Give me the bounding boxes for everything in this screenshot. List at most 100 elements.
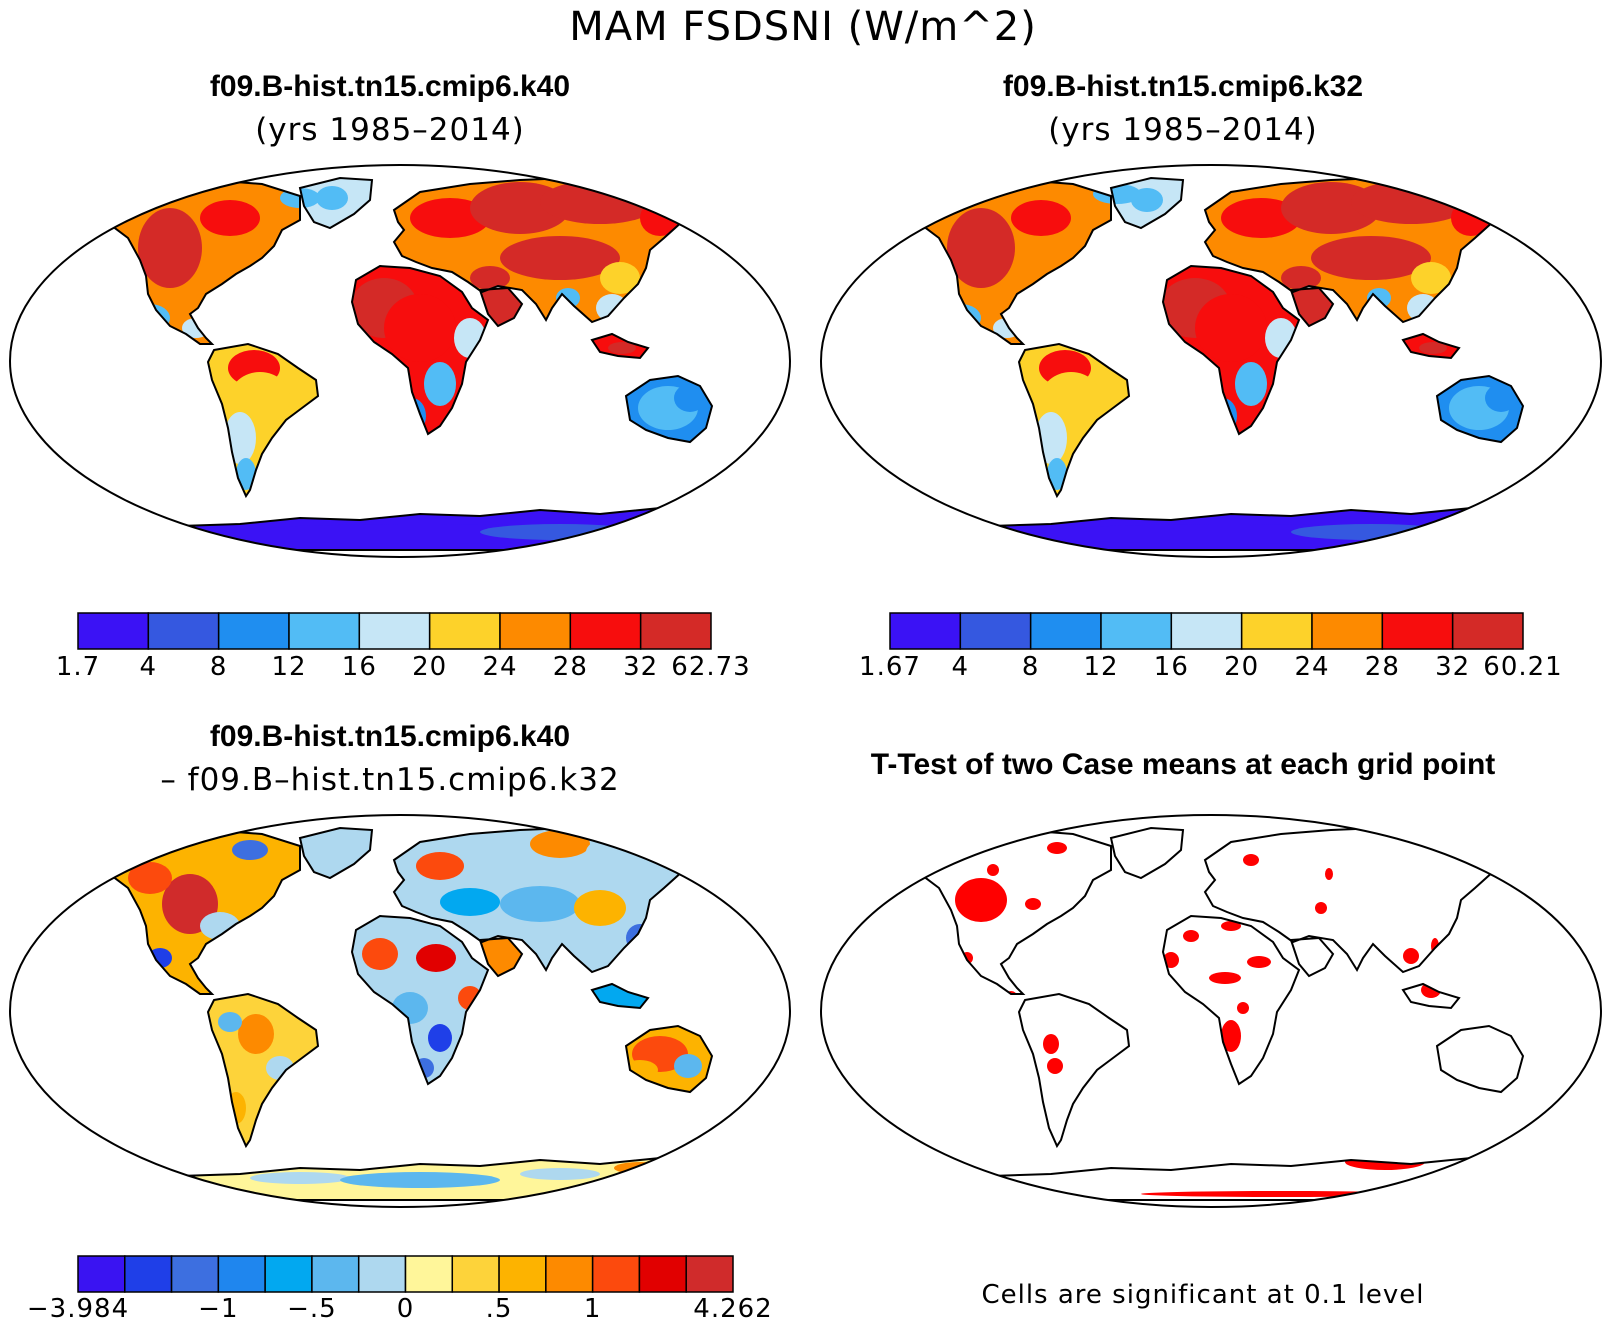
field-patch-28 [1291, 524, 1451, 540]
significant-cell-19 [1243, 854, 1259, 866]
colorbar-label: 1.67 [859, 652, 921, 682]
field-patch-15 [416, 852, 464, 880]
coastline-australia [624, 374, 714, 444]
panel-1-title: f09.B-hist.tn15.cmip6.k40 [209, 70, 571, 103]
map-border [9, 814, 791, 1208]
field-patch-17 [1281, 266, 1321, 290]
colorbar-label: 12 [271, 652, 307, 682]
page-title: MAM FSDSNI (W/m^2) [569, 4, 1037, 50]
colorbar-panel-3 [77, 1255, 734, 1293]
colorbar-box-0 [77, 612, 150, 650]
colorbar-label: 32 [623, 652, 659, 682]
coastline-greenland [298, 176, 374, 230]
colorbar-box-2 [1029, 612, 1102, 650]
coastline-greenland [298, 826, 374, 880]
field-patch-28 [480, 524, 640, 540]
significance-note: Cells are significant at 0.1 level [981, 1280, 1425, 1310]
significant-cell-22 [1403, 948, 1419, 964]
significant-cell-16 [1237, 1002, 1249, 1014]
colorbar-label: 24 [482, 652, 518, 682]
coastline-indonesia [590, 332, 650, 360]
field-patch-23 [674, 384, 706, 412]
field-patch-18 [1411, 262, 1451, 294]
coastline-arabia [478, 936, 524, 978]
field-patch-7 [1047, 458, 1067, 490]
colorbar-labels-panel-1: 1.7 4 8 12 16 20 24 28 32 62.73 [56, 652, 750, 686]
coastline-namerica [909, 828, 1112, 995]
land-australia [1437, 1026, 1523, 1092]
field-patch-20 [500, 886, 580, 922]
land-indonesia [592, 984, 648, 1008]
significant-cell-3 [987, 864, 999, 876]
significant-cell-8 [1047, 1058, 1063, 1074]
field-patch-26 [316, 186, 348, 210]
colorbar-box-10 [545, 1255, 594, 1293]
colorbar-label: 8 [209, 652, 228, 682]
field-patch-18 [600, 262, 640, 294]
coastline-arabia [478, 286, 524, 328]
colorbar-label: 28 [552, 652, 588, 682]
colorbar-panel-1 [77, 612, 712, 650]
colorbar-label: 8 [1021, 652, 1040, 682]
colorbar-box-3 [1100, 612, 1173, 650]
coastline-greenland [1109, 176, 1185, 230]
coastline-australia [1435, 1024, 1525, 1094]
coastline-africa [1161, 264, 1301, 436]
coastline-indonesia [1401, 982, 1461, 1010]
colorbar-label: .5 [485, 1294, 513, 1324]
panel-3-subtitle: – f09.B–hist.tn15.cmip6.k32 [160, 762, 620, 798]
field-patch-9 [1195, 294, 1267, 362]
colorbar-label: 1 [583, 1294, 602, 1324]
coastline-namerica [98, 828, 301, 995]
colorbar-panel-2 [889, 612, 1524, 650]
colorbar-box-6 [499, 612, 572, 650]
field-patch-24 [1419, 342, 1447, 354]
coastline-samerica [1017, 992, 1131, 1149]
field-patch-10 [416, 944, 456, 972]
field-patch-28 [250, 1172, 350, 1184]
map-panel-4 [820, 814, 1602, 1208]
significant-cell-28 [1141, 1191, 1421, 1197]
colorbar-label: 4 [139, 652, 158, 682]
significant-cell-20 [1315, 902, 1327, 914]
field-patch-9 [384, 294, 456, 362]
field-patch-5 [238, 1014, 274, 1054]
colorbar-box-8 [639, 612, 712, 650]
colorbar-box-7 [1381, 612, 1454, 650]
colorbar-label: 16 [341, 652, 377, 682]
colorbar-label: 4 [951, 652, 970, 682]
field-patch-7 [236, 458, 256, 490]
coastline-greenland [1109, 826, 1185, 880]
field-patch-2 [232, 840, 268, 860]
colorbar-box-4 [264, 1255, 313, 1293]
coastline-australia [624, 1024, 714, 1094]
colorbar-box-3 [217, 1255, 266, 1293]
colorbar-label: 20 [1224, 652, 1260, 682]
colorbar-label: 32 [1435, 652, 1471, 682]
significant-cell-2 [1025, 898, 1041, 910]
colorbar-box-2 [170, 1255, 220, 1293]
significant-cell-14 [1247, 956, 1271, 968]
field-patch-1 [200, 200, 260, 236]
field-patch-0 [138, 208, 202, 288]
significant-cell-15 [1221, 1020, 1241, 1052]
colorbar-box-0 [889, 612, 962, 650]
coastline-africa [1161, 914, 1301, 1086]
coastline-namerica [98, 178, 301, 345]
field-patch-10 [424, 362, 456, 406]
field-patch-8 [218, 1012, 242, 1032]
significant-cell-26 [1479, 828, 1503, 830]
colorbar-label: 16 [1153, 652, 1189, 682]
panel-3-title: f09.B-hist.tn15.cmip6.k40 [209, 720, 571, 753]
coastline-samerica [1017, 342, 1131, 499]
map-panel-2 [820, 164, 1602, 558]
colorbar-box-5 [1240, 612, 1313, 650]
colorbar-box-4 [358, 612, 431, 650]
colorbar-label: 12 [1083, 652, 1119, 682]
field-patch-9 [362, 938, 398, 970]
coastline-samerica [206, 342, 320, 499]
field-patch-19 [440, 888, 500, 916]
panel-4-title: T-Test of two Case means at each grid po… [870, 748, 1496, 781]
map-panel-1 [9, 164, 791, 558]
coastline-africa [350, 914, 490, 1086]
